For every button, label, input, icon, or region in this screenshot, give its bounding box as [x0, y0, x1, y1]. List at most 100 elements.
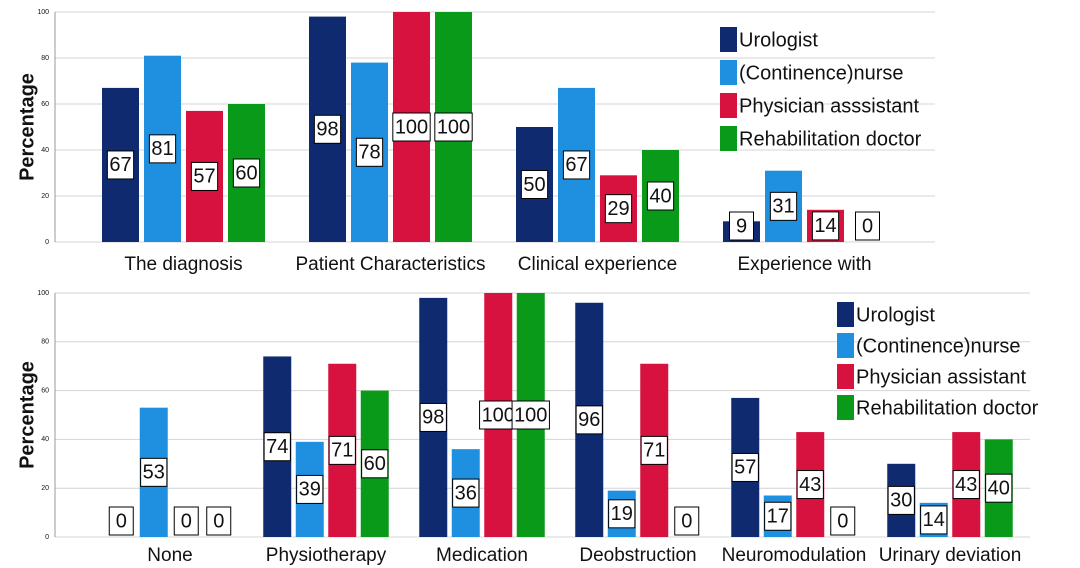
data-label-box	[452, 478, 480, 508]
legend-swatch	[837, 395, 854, 420]
data-label-box	[575, 405, 603, 435]
legend-label: (Continence)nurse	[856, 335, 1021, 357]
data-label-box	[811, 211, 840, 241]
y-tick-label: 40	[41, 436, 49, 443]
data-label-box	[328, 435, 356, 465]
y-tick-label: 40	[41, 147, 49, 154]
legend-label: Urologist	[739, 29, 818, 51]
data-label-box	[764, 501, 792, 531]
legend-label: Physician assistant	[856, 366, 1027, 388]
data-label: 29	[607, 198, 629, 220]
data-label: 98	[316, 119, 338, 141]
x-tick-label: Medication	[436, 545, 528, 566]
data-label: 60	[235, 162, 257, 184]
legend-label: Physician asssistant	[739, 95, 920, 117]
data-label: 57	[734, 457, 756, 479]
x-tick-label: The diagnosis	[124, 254, 242, 275]
y-tick-label: 60	[41, 387, 49, 394]
data-label: 96	[578, 409, 600, 431]
y-axis-label: Percentage	[16, 73, 38, 181]
x-tick-label: Urinary deviation	[879, 545, 1022, 566]
data-label-box	[479, 400, 518, 430]
data-label-box	[392, 112, 431, 142]
legend-swatch	[720, 93, 737, 118]
data-label: 39	[299, 479, 321, 501]
data-label-box	[769, 191, 798, 221]
x-tick-label: Neuromodulation	[722, 545, 867, 566]
data-label-box	[520, 170, 549, 199]
data-label: 0	[213, 510, 224, 532]
data-label: 60	[364, 453, 386, 475]
data-label: 14	[814, 215, 836, 237]
data-label: 0	[181, 510, 192, 532]
data-label: 43	[799, 474, 821, 496]
data-label-box	[796, 470, 824, 500]
y-tick-label: 100	[37, 290, 49, 297]
y-tick-label: 60	[41, 101, 49, 108]
data-label: 81	[151, 138, 173, 160]
y-tick-label: 0	[45, 534, 49, 541]
data-label: 50	[523, 174, 545, 196]
data-label: 40	[649, 185, 671, 207]
data-label-box	[263, 432, 291, 462]
data-label: 98	[422, 407, 444, 429]
data-label-box	[434, 112, 473, 142]
data-label-box	[419, 402, 447, 432]
data-label-box	[190, 161, 219, 191]
data-label-box	[562, 150, 591, 180]
legend-swatch	[837, 302, 854, 327]
x-tick-label: Clinical experience	[518, 254, 677, 275]
data-label: 71	[643, 440, 665, 462]
legend-swatch	[720, 60, 737, 85]
data-label-box	[206, 506, 232, 536]
y-tick-label: 20	[41, 485, 49, 492]
data-label-box	[640, 435, 668, 465]
data-label-box	[173, 506, 199, 536]
data-label-box	[608, 499, 636, 529]
data-label-box	[646, 181, 675, 211]
legend-swatch	[720, 27, 737, 52]
data-label: 14	[923, 509, 945, 531]
data-label-box	[952, 470, 980, 500]
y-tick-label: 100	[37, 9, 49, 16]
data-label-box	[729, 211, 754, 241]
data-label: 100	[482, 404, 515, 426]
y-tick-label: 80	[41, 339, 49, 346]
legend-swatch	[837, 333, 854, 358]
data-label-box	[313, 114, 342, 144]
legend-label: Urologist	[856, 304, 935, 326]
data-label-box	[604, 194, 633, 224]
data-label: 30	[890, 490, 912, 512]
data-label-box	[232, 158, 261, 188]
data-label-box	[985, 473, 1013, 503]
data-label: 0	[116, 510, 127, 532]
data-label: 100	[395, 116, 428, 138]
y-tick-label: 80	[41, 55, 49, 62]
data-label-box	[920, 505, 948, 535]
data-label: 9	[736, 215, 747, 237]
x-tick-label: Physiotherapy	[266, 545, 387, 566]
x-tick-label: Patient Characteristics	[295, 254, 485, 275]
data-label: 17	[767, 506, 789, 528]
data-label: 67	[565, 154, 587, 176]
y-axis-label: Percentage	[16, 361, 38, 469]
data-label-box	[148, 134, 177, 164]
legend-swatch	[837, 364, 854, 389]
data-label: 71	[331, 440, 353, 462]
data-label-box	[511, 400, 550, 430]
data-label: 0	[681, 510, 692, 532]
data-label-box	[140, 457, 168, 487]
data-label: 31	[772, 196, 794, 218]
data-label-box	[887, 485, 915, 515]
data-label: 100	[514, 404, 547, 426]
data-label-box	[106, 150, 135, 180]
x-tick-label: None	[147, 545, 192, 566]
data-label-box	[830, 506, 856, 536]
data-label: 0	[862, 215, 873, 237]
data-label: 67	[109, 154, 131, 176]
legend-label: (Continence)nurse	[739, 62, 904, 84]
data-label: 53	[143, 462, 165, 484]
y-tick-label: 0	[45, 239, 49, 246]
legend-label: Rehabilitation doctor	[856, 397, 1039, 419]
